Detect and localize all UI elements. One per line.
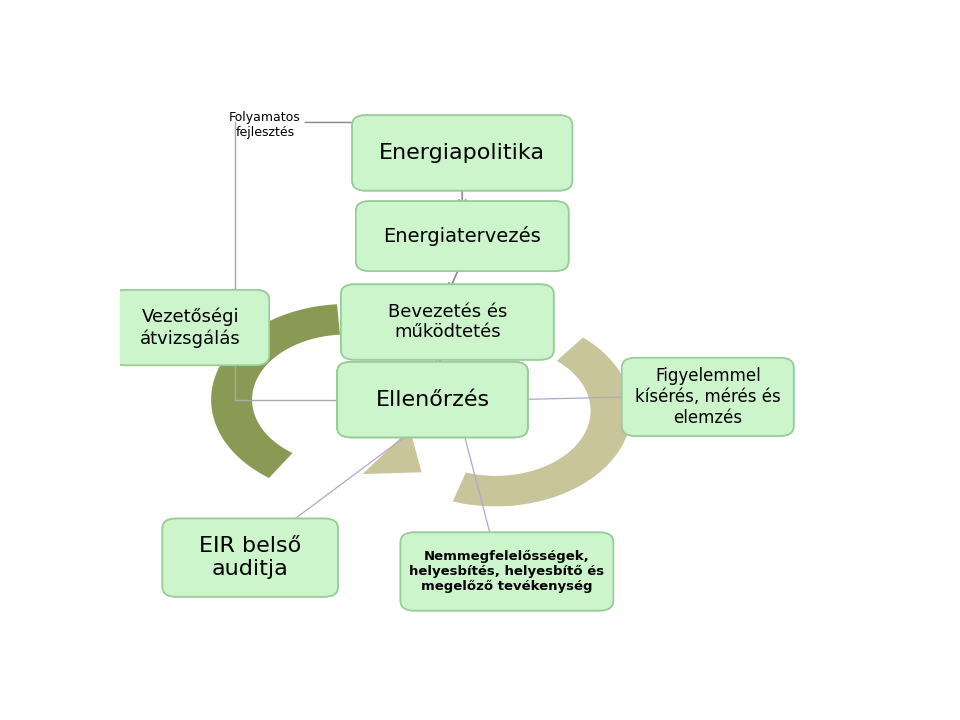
FancyBboxPatch shape: [622, 358, 794, 436]
Text: Vezetőségi
átvizsgálás: Vezetőségi átvizsgálás: [140, 307, 241, 348]
Text: Ellenőrzés: Ellenőrzés: [375, 390, 490, 410]
FancyBboxPatch shape: [162, 518, 338, 597]
FancyBboxPatch shape: [337, 362, 528, 437]
Text: Bevezetés és
működtetés: Bevezetés és működtetés: [388, 302, 507, 341]
Text: Figyelemmel
kísérés, mérés és
elemzés: Figyelemmel kísérés, mérés és elemzés: [635, 367, 780, 427]
Text: Bevezetés és
működtetés: Bevezetés és működtetés: [388, 302, 507, 341]
FancyBboxPatch shape: [622, 358, 794, 436]
Polygon shape: [363, 429, 421, 474]
FancyBboxPatch shape: [400, 532, 613, 611]
Text: EIR belső
auditja: EIR belső auditja: [199, 536, 301, 579]
FancyBboxPatch shape: [356, 201, 568, 271]
FancyBboxPatch shape: [112, 290, 269, 365]
FancyBboxPatch shape: [162, 518, 338, 597]
Text: Ellenőrzés: Ellenőrzés: [375, 390, 490, 410]
FancyBboxPatch shape: [352, 115, 572, 191]
Text: Ellenőrzés: Ellenőrzés: [375, 390, 490, 410]
Polygon shape: [376, 302, 430, 358]
FancyBboxPatch shape: [337, 362, 528, 437]
FancyBboxPatch shape: [341, 284, 554, 360]
FancyBboxPatch shape: [400, 532, 613, 611]
Text: Folyamatos
fejlesztés: Folyamatos fejlesztés: [229, 112, 300, 140]
FancyBboxPatch shape: [112, 290, 269, 365]
FancyBboxPatch shape: [356, 201, 568, 271]
FancyBboxPatch shape: [337, 362, 528, 437]
FancyBboxPatch shape: [341, 284, 554, 360]
Polygon shape: [453, 338, 632, 506]
Text: Energiapolitika: Energiapolitika: [379, 143, 545, 163]
Text: Energiatervezés: Energiatervezés: [383, 226, 541, 246]
Text: Vezetőségi
átvizsgálás: Vezetőségi átvizsgálás: [140, 307, 241, 348]
Text: EIR belső
auditja: EIR belső auditja: [199, 536, 301, 579]
Polygon shape: [211, 305, 340, 478]
Text: Energiatervezés: Energiatervezés: [383, 226, 541, 246]
Text: Figyelemmel
kísérés, mérés és
elemzés: Figyelemmel kísérés, mérés és elemzés: [635, 367, 780, 427]
Text: Ellenőrzés: Ellenőrzés: [375, 390, 490, 410]
FancyBboxPatch shape: [337, 362, 528, 437]
Text: Nemmegfelelősségek,
helyesbítés, helyesbítő és
megelőző tevékenység: Nemmegfelelősségek, helyesbítés, helyesb…: [409, 550, 605, 593]
FancyBboxPatch shape: [352, 115, 572, 191]
Text: Energiapolitika: Energiapolitika: [379, 143, 545, 163]
Text: Nemmegfelelősségek,
helyesbítés, helyesbítő és
megelőző tevékenység: Nemmegfelelősségek, helyesbítés, helyesb…: [409, 550, 605, 593]
